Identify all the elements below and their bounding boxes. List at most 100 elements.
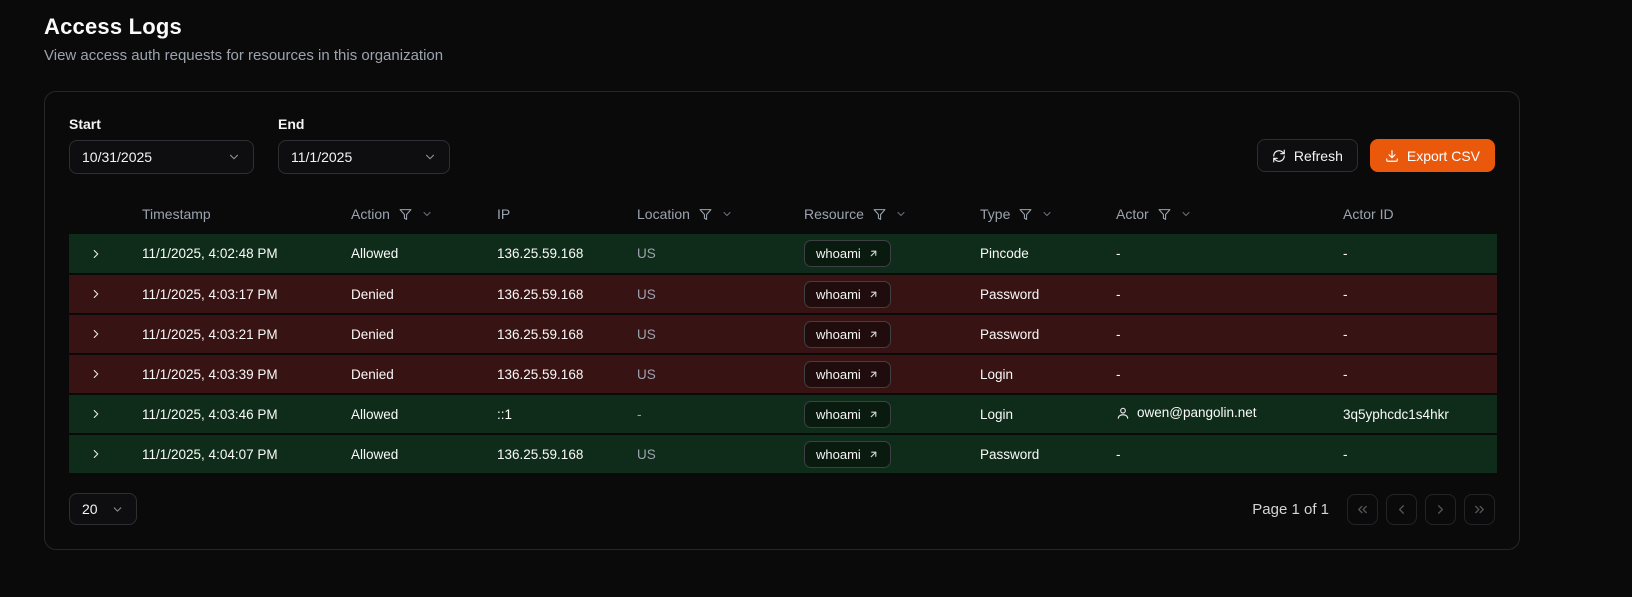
col-label-ip: IP: [497, 206, 511, 222]
resource-badge-label: whoami: [816, 286, 861, 302]
expand-row-button[interactable]: [85, 243, 107, 265]
previous-page-button[interactable]: [1386, 493, 1417, 525]
expand-row-button[interactable]: [85, 283, 107, 305]
table-row[interactable]: 11/1/2025, 4:03:46 PM Allowed ::1 - whoa…: [69, 394, 1497, 434]
filter-icon[interactable]: [1019, 208, 1032, 221]
last-page-button[interactable]: [1464, 493, 1495, 525]
chevrons-left-icon: [1358, 505, 1367, 513]
cell-type: Password: [980, 446, 1040, 462]
cell-action: Denied: [351, 286, 394, 302]
col-resource: Resource: [796, 196, 972, 234]
col-ip: IP: [489, 196, 629, 234]
start-date-select[interactable]: 10/31/2025: [69, 140, 254, 174]
end-date-select[interactable]: 11/1/2025: [278, 140, 450, 174]
resource-link[interactable]: whoami: [804, 240, 891, 267]
actor-label: -: [1116, 246, 1121, 261]
cell-actor: -: [1108, 434, 1335, 474]
col-actor-id: Actor ID: [1335, 196, 1497, 234]
access-logs-page: Access Logs View access auth requests fo…: [44, 14, 1520, 550]
end-date-label: End: [278, 116, 305, 132]
access-logs-card: Start 10/31/2025 End 11/1/2025: [44, 91, 1520, 550]
col-expand: [69, 196, 134, 234]
filter-icon[interactable]: [699, 208, 712, 221]
cell-actor-id: -: [1343, 326, 1348, 342]
col-label-actor-id: Actor ID: [1343, 206, 1394, 222]
cell-type: Password: [980, 326, 1040, 342]
export-csv-button[interactable]: Export CSV: [1369, 139, 1495, 172]
table-row[interactable]: 11/1/2025, 4:04:07 PM Allowed 136.25.59.…: [69, 434, 1497, 474]
page-size-select[interactable]: 20: [69, 493, 137, 525]
cell-location: US: [637, 286, 656, 302]
cell-actor-id: 3q5yphcdc1s4hkr: [1343, 406, 1449, 422]
cell-action: Allowed: [351, 446, 399, 462]
cell-timestamp: 11/1/2025, 4:02:48 PM: [142, 246, 278, 261]
table-row[interactable]: 11/1/2025, 4:02:48 PM Allowed 136.25.59.…: [69, 234, 1497, 274]
actor-label: -: [1116, 366, 1121, 382]
col-type: Type: [972, 196, 1108, 234]
cell-type: Password: [980, 286, 1040, 302]
cell-actor: -: [1108, 274, 1335, 314]
filter-icon[interactable]: [1158, 208, 1171, 221]
cell-actor-id: -: [1343, 446, 1348, 462]
resource-link[interactable]: whoami: [804, 320, 891, 348]
chevron-down-icon[interactable]: [895, 208, 907, 220]
resource-badge-label: whoami: [816, 246, 861, 261]
cell-ip: 136.25.59.168: [497, 326, 584, 342]
cell-timestamp: 11/1/2025, 4:04:07 PM: [142, 446, 278, 462]
cell-actor: -: [1108, 354, 1335, 394]
cell-location: US: [637, 326, 656, 342]
chevron-down-icon: [423, 150, 437, 164]
table-row[interactable]: 11/1/2025, 4:03:17 PM Denied 136.25.59.1…: [69, 274, 1497, 314]
chevron-right-icon: [93, 369, 99, 379]
cell-timestamp: 11/1/2025, 4:03:46 PM: [142, 406, 278, 422]
resource-link[interactable]: whoami: [804, 440, 891, 468]
pager: Page 1 of 1: [1252, 493, 1495, 525]
col-label-timestamp: Timestamp: [142, 206, 211, 222]
filter-icon[interactable]: [873, 208, 886, 221]
external-link-icon: [870, 331, 877, 337]
chevron-right-icon: [93, 289, 99, 299]
next-page-button[interactable]: [1425, 493, 1456, 525]
cell-expand: [69, 394, 134, 434]
col-label-location: Location: [637, 206, 690, 222]
cell-actor: -: [1108, 234, 1335, 274]
chevron-down-icon[interactable]: [421, 208, 433, 220]
external-link-icon: [870, 291, 877, 297]
expand-row-button[interactable]: [85, 363, 107, 385]
expand-row-button[interactable]: [85, 403, 107, 425]
chevron-right-icon: [93, 249, 99, 258]
cell-location: -: [637, 406, 642, 422]
resource-link[interactable]: whoami: [804, 400, 891, 428]
chevron-left-icon: [1399, 504, 1404, 514]
resource-badge-label: whoami: [816, 366, 861, 382]
col-location: Location: [629, 196, 796, 234]
chevron-down-icon[interactable]: [721, 208, 733, 220]
col-actor: Actor: [1108, 196, 1335, 234]
access-logs-table: Timestamp Action IP Location Resource: [69, 196, 1497, 475]
resource-link[interactable]: whoami: [804, 360, 891, 388]
col-label-resource: Resource: [804, 206, 864, 222]
cell-actor: -: [1108, 314, 1335, 354]
cell-actor-id: -: [1343, 286, 1348, 302]
cell-timestamp: 11/1/2025, 4:03:21 PM: [142, 326, 278, 342]
table-row[interactable]: 11/1/2025, 4:03:21 PM Denied 136.25.59.1…: [69, 314, 1497, 354]
chevron-down-icon[interactable]: [1180, 208, 1192, 220]
chevron-right-icon: [93, 449, 99, 459]
table-row[interactable]: 11/1/2025, 4:03:39 PM Denied 136.25.59.1…: [69, 354, 1497, 394]
cell-resource: whoami: [796, 434, 972, 474]
cell-expand: [69, 434, 134, 474]
chevron-down-icon[interactable]: [1041, 208, 1053, 220]
expand-row-button[interactable]: [85, 443, 107, 465]
controls-row: Start 10/31/2025 End 11/1/2025: [69, 116, 1495, 174]
cell-timestamp: 11/1/2025, 4:03:39 PM: [142, 366, 278, 382]
start-date-label: Start: [69, 116, 101, 132]
resource-link[interactable]: whoami: [804, 280, 891, 308]
chevron-right-icon: [1438, 504, 1443, 514]
filter-icon[interactable]: [399, 208, 412, 221]
expand-row-button[interactable]: [85, 323, 107, 345]
external-link-icon: [870, 411, 877, 417]
first-page-button[interactable]: [1347, 493, 1378, 525]
cell-type: Pincode: [980, 246, 1029, 261]
refresh-icon: [1272, 149, 1286, 163]
refresh-button[interactable]: Refresh: [1256, 139, 1358, 172]
